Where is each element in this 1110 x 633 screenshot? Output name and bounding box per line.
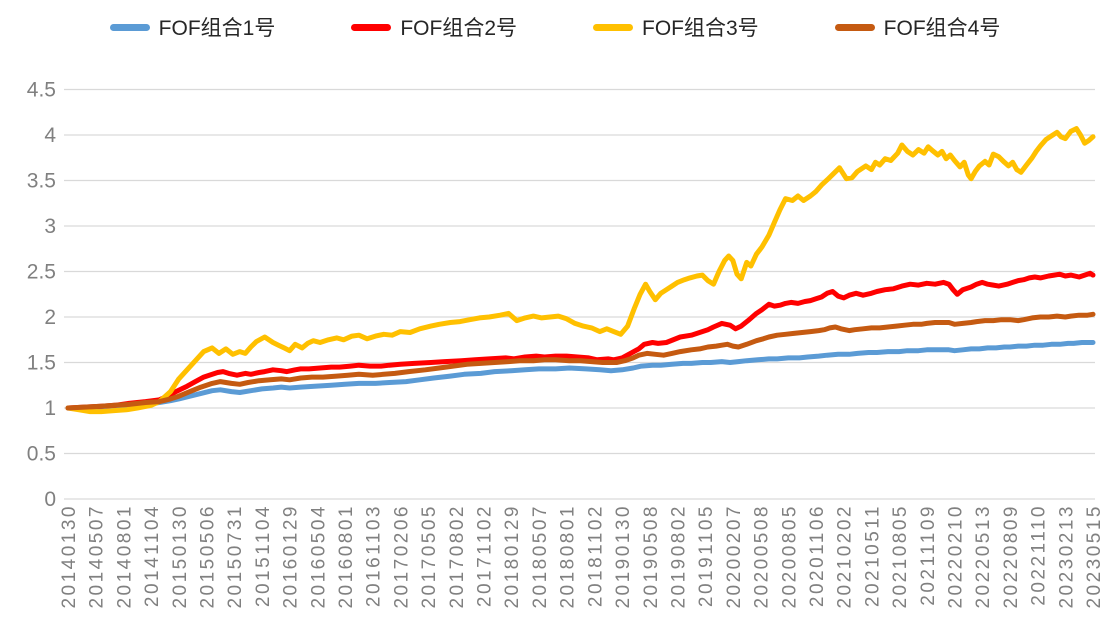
x-axis-tick-label: 20210805 — [890, 504, 911, 609]
x-axis-tick-label: 20220210 — [945, 504, 966, 609]
legend-swatch-fof4 — [834, 23, 875, 31]
y-axis-tick-label: 2.5 — [27, 261, 56, 284]
x-axis-labels: 20140130 20140507 20140801 20141104 20150130… — [59, 504, 1105, 609]
legend-item-fof2: FOF组合2号 — [351, 12, 517, 42]
x-axis-tick-label: 20190802 — [668, 504, 689, 609]
x-axis-tick-label: 20160504 — [308, 504, 329, 609]
x-axis-tick-label: 20150506 — [198, 504, 219, 609]
y-axis-tick-label: 2 — [44, 306, 56, 329]
y-axis-tick-label: 3.5 — [27, 170, 56, 193]
gridlines — [64, 88, 1095, 500]
y-axis-labels: 0 0.5 1 1.5 2 2.5 3 3.5 4 4.5 — [27, 79, 57, 512]
x-axis-tick-label: 20160129 — [281, 504, 302, 609]
x-axis-tick-label: 20221110 — [1029, 504, 1050, 606]
x-axis-tick-label: 20170206 — [391, 504, 412, 609]
x-axis-tick-label: 20190508 — [641, 504, 662, 609]
x-axis-tick-label: 20160801 — [336, 504, 357, 609]
x-axis-tick-label: 20180507 — [530, 504, 551, 609]
legend-item-fof4: FOF组合4号 — [834, 12, 1001, 42]
x-axis-tick-label: 20170505 — [419, 504, 440, 609]
x-axis-tick-label: 20140507 — [87, 504, 108, 609]
x-axis-tick-label: 20191105 — [696, 504, 717, 607]
series-line-fof3 — [65, 126, 1096, 415]
x-axis-tick-label: 20161103 — [364, 504, 385, 607]
legend-label-fof3: FOF组合3号 — [642, 17, 759, 40]
x-axis-tick-label: 20171102 — [475, 504, 496, 607]
y-axis-tick-label: 1 — [44, 397, 56, 420]
x-axis-tick-label: 20150731 — [225, 504, 246, 609]
x-axis-tick-label: 20210202 — [835, 504, 856, 609]
x-axis-tick-label: 20210511 — [862, 504, 883, 607]
y-axis-tick-label: 1.5 — [27, 352, 56, 375]
legend-swatch-fof1 — [109, 23, 150, 31]
y-axis-tick-label: 0.5 — [27, 443, 56, 466]
x-axis-tick-label: 20201106 — [807, 504, 828, 607]
x-axis-tick-label: 20150130 — [170, 504, 191, 609]
legend: FOF组合1号 FOF组合2号 FOF组合3号 FOF组合4号 — [0, 12, 1110, 42]
y-axis-tick-label: 4 — [44, 124, 56, 147]
y-axis-tick-label: 3 — [44, 215, 56, 238]
x-axis-tick-label: 20220513 — [973, 504, 994, 609]
series-line-fof2 — [65, 270, 1096, 411]
x-axis-tick-label: 20151104 — [253, 504, 274, 607]
x-axis-tick-label: 20230515 — [1084, 504, 1105, 609]
series-line-fof1 — [65, 340, 1096, 411]
x-axis-tick-label: 20181102 — [585, 504, 606, 607]
legend-label-fof1: FOF组合1号 — [158, 17, 276, 40]
legend-swatch-fof3 — [593, 23, 633, 31]
legend-item-fof1: FOF组合1号 — [109, 12, 276, 42]
y-axis-tick-label: 4.5 — [27, 79, 56, 102]
x-axis-tick-label: 20141104 — [142, 504, 163, 607]
x-axis-tick-label: 20211109 — [918, 504, 939, 606]
x-axis-tick-label: 20200508 — [752, 504, 773, 609]
y-axis-tick-label: 0 — [44, 488, 56, 511]
legend-label-fof2: FOF组合2号 — [400, 17, 517, 40]
series-lines — [65, 126, 1096, 415]
x-axis-tick-label: 20170802 — [447, 504, 468, 609]
x-axis-tick-label: 20190130 — [613, 504, 634, 609]
x-axis-tick-label: 20140801 — [114, 504, 135, 609]
series-line-fof4 — [65, 311, 1096, 411]
legend-label-fof4: FOF组合4号 — [883, 17, 1001, 40]
legend-item-fof3: FOF组合3号 — [593, 12, 759, 42]
x-axis-tick-label: 20230213 — [1056, 504, 1077, 609]
x-axis-tick-label: 20200805 — [779, 504, 800, 609]
x-axis-tick-label: 20220809 — [1001, 504, 1022, 609]
x-axis-tick-label: 20180801 — [558, 504, 579, 609]
x-axis-tick-label: 20180129 — [502, 504, 523, 609]
x-axis-tick-label: 20200207 — [724, 504, 745, 609]
legend-swatch-fof2 — [351, 23, 392, 31]
x-axis-tick-label: 20140130 — [59, 504, 80, 609]
